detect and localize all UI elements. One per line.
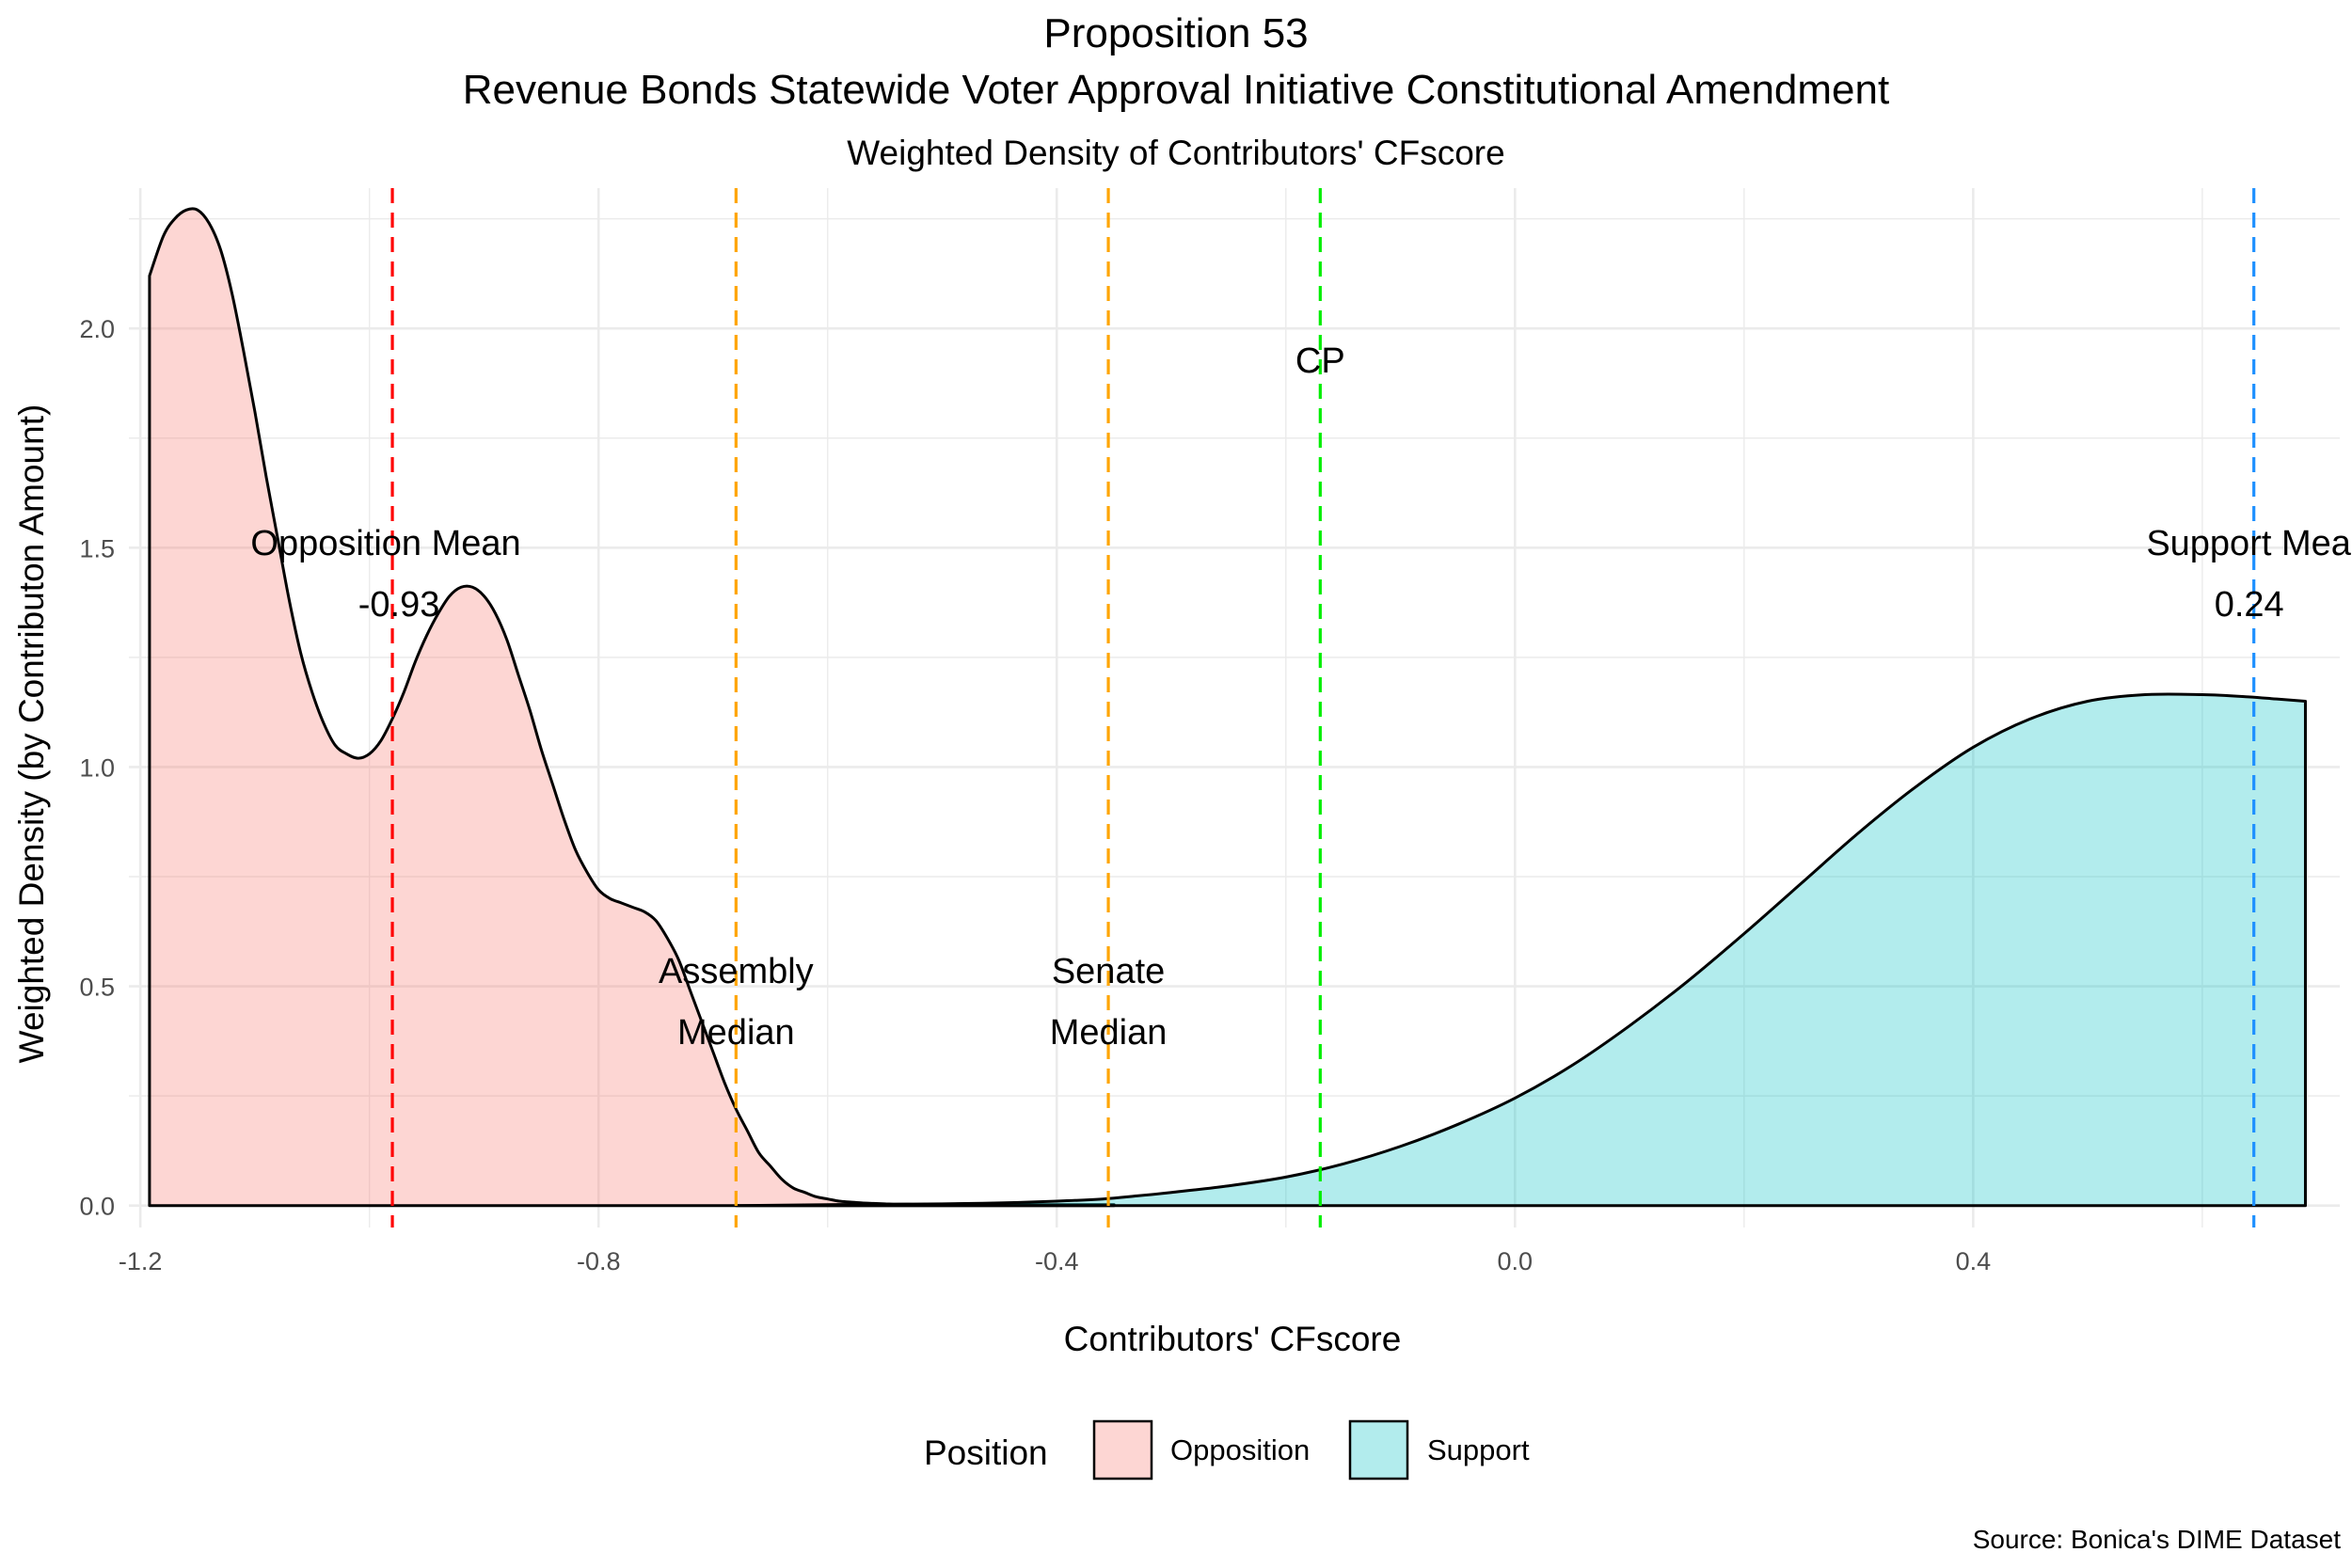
legend-label-opposition: Opposition xyxy=(1170,1433,1310,1466)
y-tick-label: 1.0 xyxy=(79,753,115,782)
reference-lines xyxy=(390,188,2256,1227)
y-axis-ticks: 0.0 0.5 1.0 1.5 2.0 xyxy=(79,315,115,1220)
legend: Position Opposition Support xyxy=(924,1419,1530,1481)
annotation-assembly-label2: Median xyxy=(677,1013,795,1053)
chart-subtitle: Weighted Density of Contributors' CFscor… xyxy=(847,134,1504,172)
annotation-opposition-mean-value: -0.93 xyxy=(358,585,440,625)
chart-title: Proposition 53 xyxy=(1043,10,1308,56)
annotation-cp-label: CP xyxy=(1295,341,1345,381)
x-axis-ticks: -1.2 -0.8 -0.4 0.0 0.4 xyxy=(119,1247,1991,1275)
reference-annotations: Opposition Mean -0.93 Assembly Median Senate… xyxy=(250,341,2352,1053)
annotation-opposition-mean-label: Opposition Mean xyxy=(250,524,520,563)
annotation-senate-label2: Median xyxy=(1050,1013,1168,1053)
annotation-support-mean-value: 0.24 xyxy=(2215,585,2284,625)
annotation-senate-label: Senate xyxy=(1052,952,1165,991)
legend-swatch-opposition xyxy=(1092,1419,1153,1481)
density-areas xyxy=(148,207,2307,1208)
caption: Source: Bonica's DIME Dataset xyxy=(1973,1525,2342,1554)
annotation-support-mean-label: Support Mean xyxy=(2146,524,2352,563)
legend-title: Position xyxy=(924,1433,1048,1472)
x-tick-label: -0.4 xyxy=(1035,1247,1079,1275)
legend-label-support: Support xyxy=(1427,1433,1530,1466)
legend-swatch-support xyxy=(1348,1419,1409,1481)
x-tick-label: -0.8 xyxy=(577,1247,621,1275)
x-tick-label: 0.4 xyxy=(1956,1247,1992,1275)
y-tick-label: 0.5 xyxy=(79,974,115,1002)
y-tick-label: 2.0 xyxy=(79,315,115,343)
x-tick-label: -1.2 xyxy=(119,1247,163,1275)
x-axis-title: Contributors' CFscore xyxy=(1064,1320,1402,1358)
annotation-assembly-label: Assembly xyxy=(659,952,814,991)
y-axis-title: Weighted Density (by Contributon Amount) xyxy=(12,404,51,1064)
density-area-support xyxy=(734,692,2307,1208)
y-tick-label: 1.5 xyxy=(79,534,115,562)
chart-title-line2: Revenue Bonds Statewide Voter Approval I… xyxy=(463,67,1889,113)
density-area-opposition xyxy=(148,207,1116,1208)
x-tick-label: 0.0 xyxy=(1498,1247,1534,1275)
y-tick-label: 0.0 xyxy=(79,1193,115,1221)
